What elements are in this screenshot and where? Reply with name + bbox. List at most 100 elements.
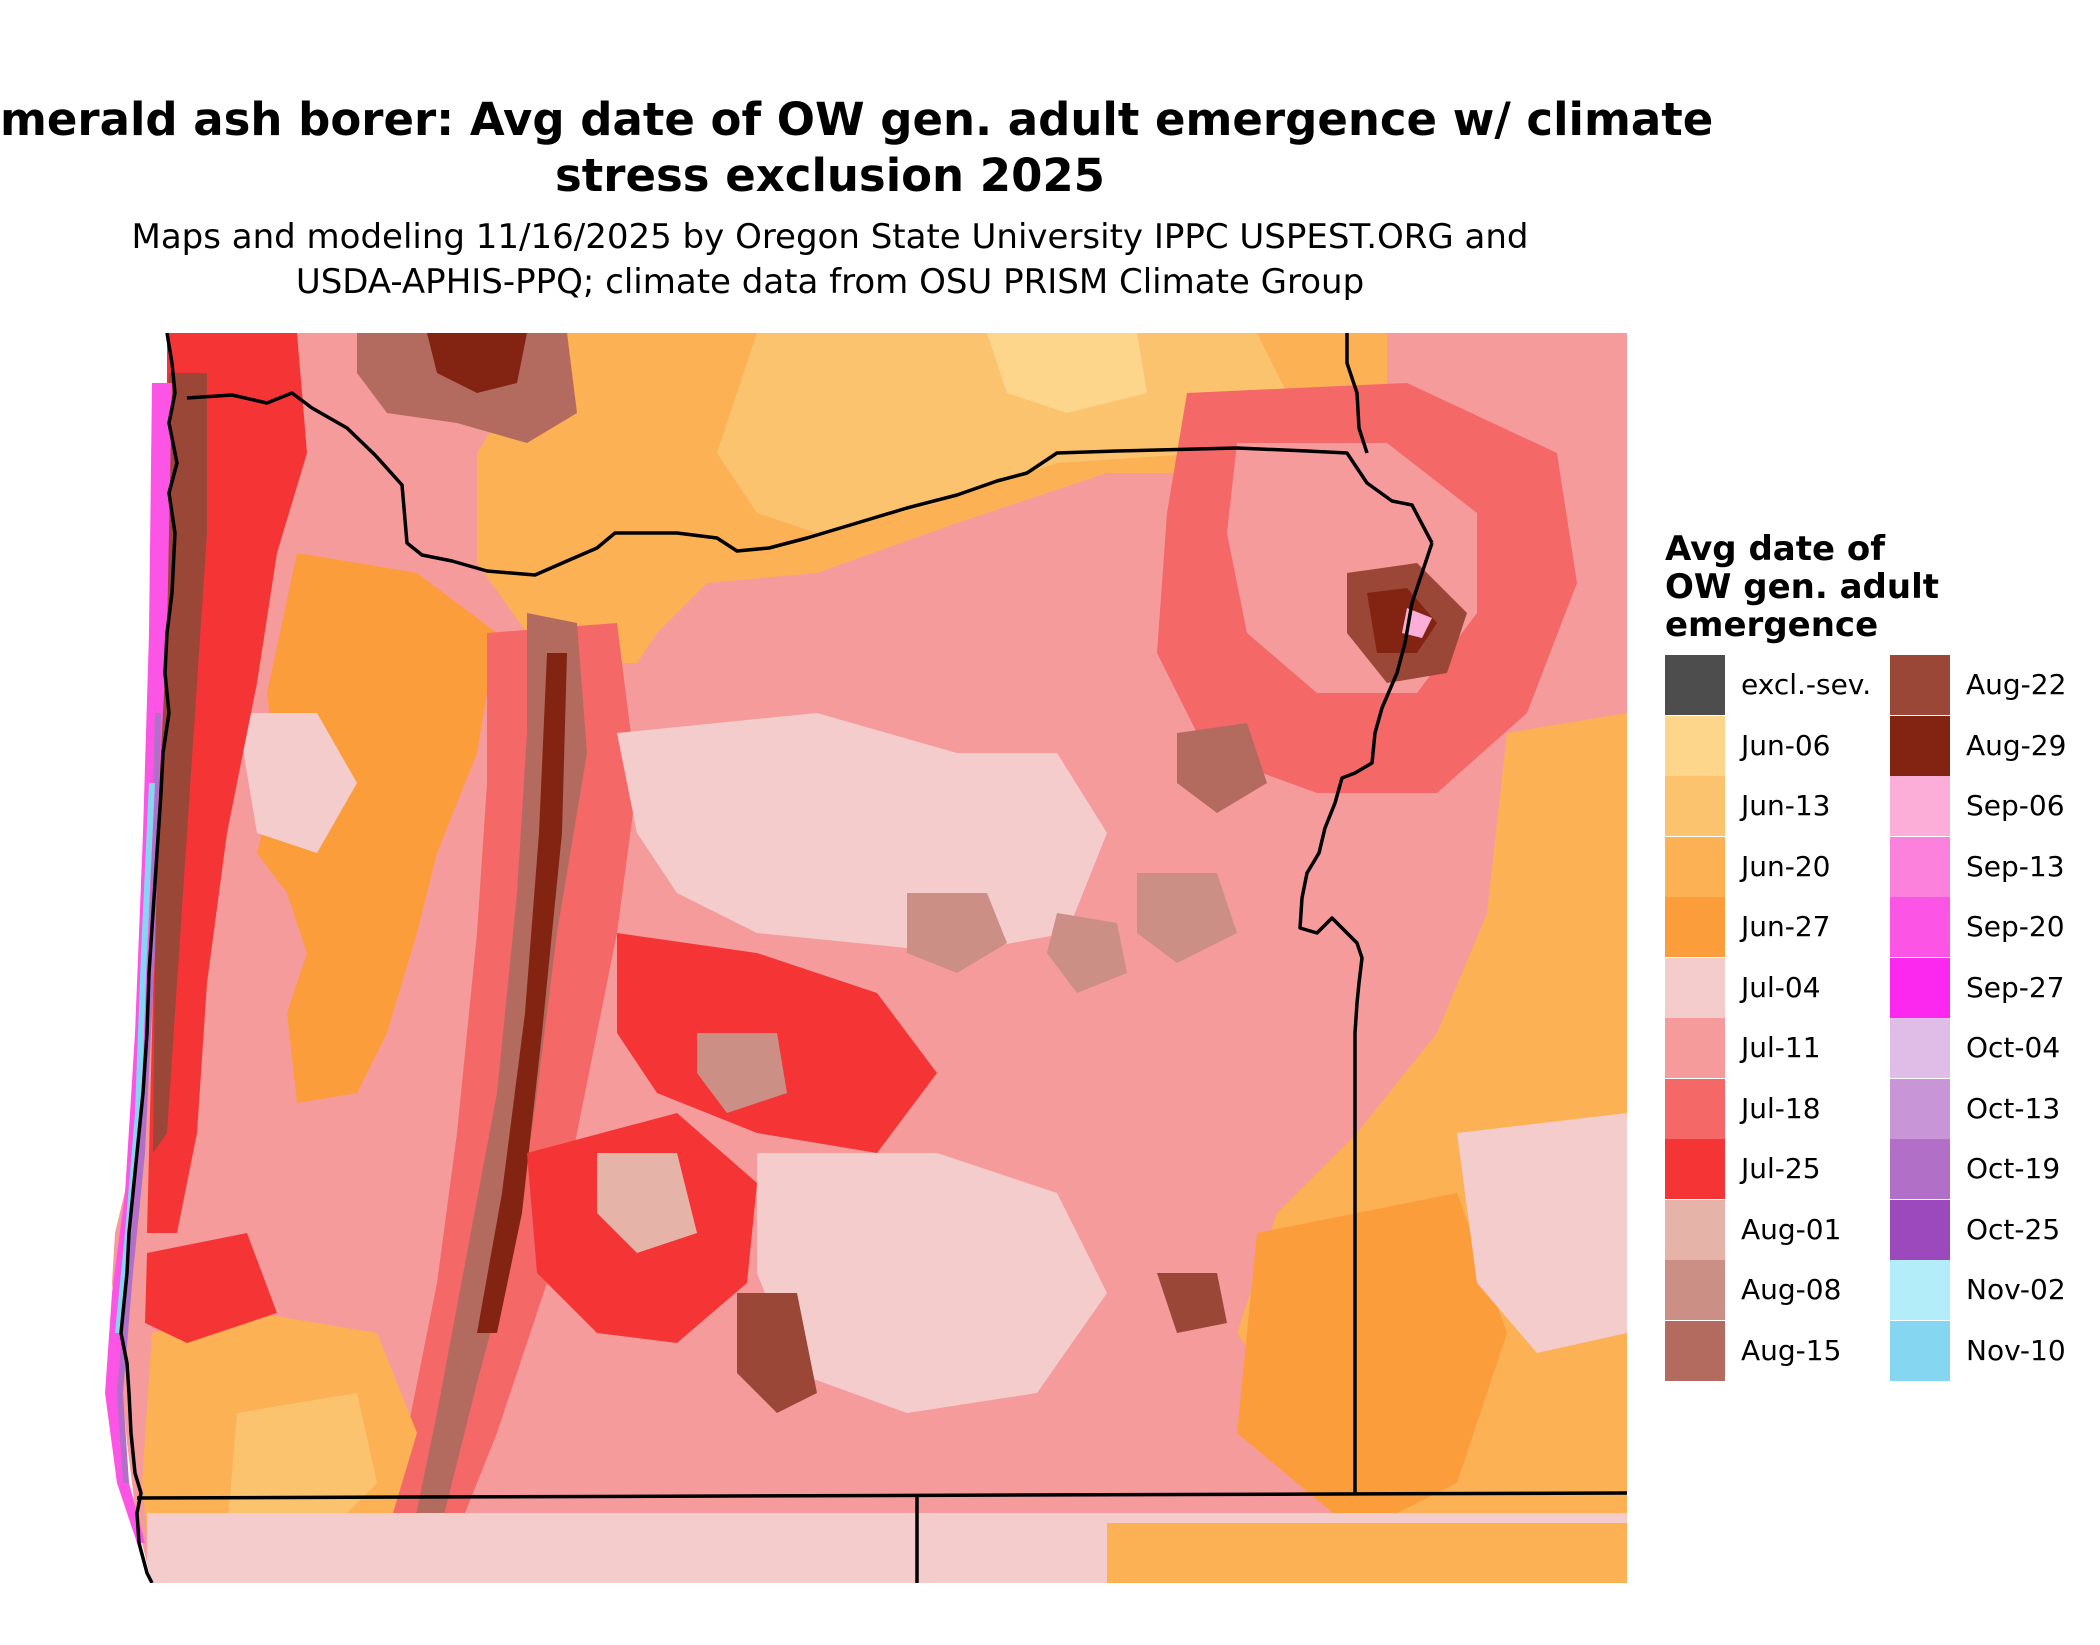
legend-label: Oct-13	[1966, 1091, 2061, 1125]
oregon-emergence-raster-map	[105, 332, 1628, 1584]
patch-brown-7	[1047, 913, 1127, 993]
map-title: merald ash borer: Avg date of OW gen. ad…	[0, 92, 1714, 204]
title-line-2: stress exclusion 2025	[555, 149, 1105, 202]
legend-item: Nov-10	[1890, 1320, 2100, 1381]
legend-swatch	[1665, 1078, 1725, 1139]
legend-item: Jul-04	[1665, 957, 1875, 1018]
legend-label: Sep-13	[1966, 849, 2065, 883]
legend-label: Oct-04	[1966, 1031, 2061, 1064]
legend-label: Aug-08	[1741, 1273, 1842, 1306]
title-line-1: merald ash borer: Avg date of OW gen. ad…	[0, 93, 1714, 146]
legend-item: Sep-13	[1890, 836, 2100, 897]
subtitle-line-2: USDA-APHIS-PPQ; climate data from OSU PR…	[295, 262, 1365, 302]
legend-item: Aug-29	[1890, 715, 2100, 776]
legend-item: Jun-06	[1665, 715, 1875, 776]
legend-swatch	[1890, 1139, 1950, 1199]
legend-swatch	[1890, 655, 1950, 715]
legend-item: Jul-25	[1665, 1139, 1875, 1199]
legend-swatch	[1890, 1078, 1950, 1139]
legend-label: Nov-02	[1966, 1273, 2066, 1306]
legend-label: Jul-11	[1741, 1031, 1821, 1064]
legend-label: Aug-01	[1741, 1212, 1842, 1246]
legend-label: Jun-27	[1741, 910, 1831, 943]
zone-east-deep-orange	[1237, 1193, 1507, 1533]
legend-label: Nov-10	[1966, 1333, 2066, 1367]
map-panel	[57, 332, 1628, 1584]
legend-item: Oct-25	[1890, 1199, 2100, 1260]
legend-swatch	[1890, 897, 1950, 957]
coast-fringe-blue	[115, 783, 155, 1333]
legend-item: Jun-13	[1665, 776, 1875, 836]
oregon-washington-idaho-border	[1345, 333, 1369, 454]
patch-brown-4	[597, 1153, 697, 1253]
legend-swatch	[1890, 836, 1950, 897]
legend-label: Jul-04	[1741, 970, 1821, 1004]
zone-willamette-pale	[237, 713, 357, 853]
legend-label: Jul-18	[1741, 1091, 1821, 1125]
zone-north-pale-orange	[987, 333, 1147, 413]
legend-label: Oct-19	[1966, 1152, 2061, 1185]
patch-brown-1	[907, 893, 1007, 973]
legend-swatch	[1890, 957, 1950, 1018]
oregon-california-border	[136, 1491, 1628, 1500]
legend-label: Oct-25	[1966, 1212, 2061, 1246]
legend-label: Sep-20	[1966, 910, 2065, 943]
legend-label: Jun-20	[1741, 849, 1831, 883]
patch-brown-6	[1177, 723, 1267, 813]
raster-layer	[112, 333, 1627, 1583]
legend-swatch	[1890, 776, 1950, 836]
legend-title-line-3: emergence	[1665, 605, 1879, 645]
legend-item: excl.-sev.	[1665, 655, 1875, 715]
legend-label: excl.-sev.	[1741, 668, 1872, 701]
legend-title-line-1: Avg date of	[1665, 529, 1886, 569]
zone-south-central-pink	[757, 1153, 1107, 1413]
legend-item: Aug-15	[1665, 1320, 1875, 1381]
boundary-lines	[119, 332, 1628, 1584]
zone-sw-red	[145, 1233, 277, 1343]
columbia-river-border	[186, 391, 1434, 577]
legend-item: Oct-04	[1890, 1018, 2100, 1078]
legend-swatch	[1665, 1260, 1725, 1320]
legend-label: Jul-25	[1741, 1152, 1821, 1185]
legend-swatch	[1665, 897, 1725, 957]
legend-item: Sep-27	[1890, 957, 2100, 1018]
coast-fringe-purple	[117, 713, 161, 1483]
patch-brown-3	[697, 1033, 787, 1113]
coast-fringe-magenta	[105, 383, 172, 1543]
zone-sw-pale	[227, 1393, 377, 1543]
legend-label: Sep-06	[1966, 789, 2065, 822]
zone-cascades-darkbrown	[477, 653, 567, 1333]
coastline	[119, 332, 179, 1584]
legend-swatch	[1665, 1320, 1725, 1381]
legend-item: Nov-02	[1890, 1260, 2100, 1320]
legend-item: Aug-01	[1665, 1199, 1875, 1260]
legend-item: Jul-11	[1665, 1018, 1875, 1078]
legend-swatch	[1665, 715, 1725, 776]
legend-swatch	[1890, 715, 1950, 776]
legend-item: Jun-27	[1665, 897, 1875, 957]
map-legend: excl.-sev. Jun-06 Jun-13 Jun-20 Jun-27 Jul-04…	[1665, 655, 2085, 1415]
zone-se-pink	[1457, 1113, 1627, 1353]
legend-swatch	[1665, 1199, 1725, 1260]
legend-swatch	[1665, 776, 1725, 836]
legend-label: Jun-06	[1741, 728, 1831, 762]
legend-swatch	[1890, 1320, 1950, 1381]
legend-swatch	[1665, 1018, 1725, 1078]
legend-swatch	[1890, 1199, 1950, 1260]
legend-label: Aug-22	[1966, 668, 2067, 701]
legend-item: Jun-20	[1665, 836, 1875, 897]
legend-item: Jul-18	[1665, 1078, 1875, 1139]
snake-river-border	[1298, 542, 1434, 1495]
legend-swatch	[1890, 1260, 1950, 1320]
patch-brown-2	[1137, 873, 1237, 963]
legend-item: Aug-22	[1890, 655, 2100, 715]
subtitle-line-1: Maps and modeling 11/16/2025 by Oregon S…	[131, 217, 1529, 257]
legend-label: Sep-27	[1966, 970, 2065, 1004]
legend-swatch	[1665, 655, 1725, 715]
map-subtitle: Maps and modeling 11/16/2025 by Oregon S…	[0, 215, 1660, 305]
legend-swatch	[1665, 1139, 1725, 1199]
patch-brown-8	[1157, 1273, 1227, 1333]
legend-label: Jun-13	[1741, 789, 1831, 822]
legend-label: Aug-29	[1966, 728, 2067, 762]
legend-item: Oct-19	[1890, 1139, 2100, 1199]
